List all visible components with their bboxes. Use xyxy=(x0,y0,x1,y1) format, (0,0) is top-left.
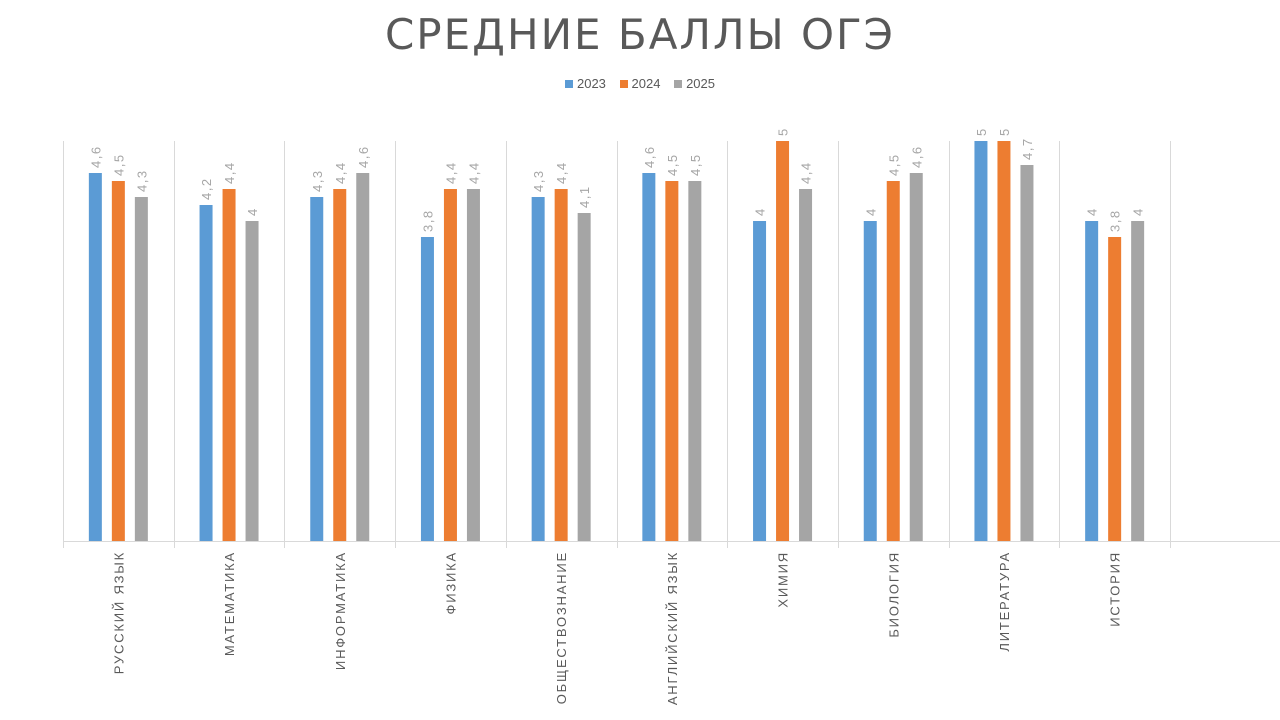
bar-2025 xyxy=(799,189,813,541)
data-label-2025: 4,7 xyxy=(1020,137,1035,160)
bar-2023 xyxy=(974,141,988,541)
data-label-2025: 4,4 xyxy=(466,161,481,184)
category-label: РУССКИЙ ЯЗЫК xyxy=(111,551,126,674)
data-label-2025: 4,5 xyxy=(688,153,703,176)
data-label-2024: 5 xyxy=(776,127,791,136)
legend-item-2024: 2024 xyxy=(619,75,661,92)
data-label-2025: 4 xyxy=(1131,207,1146,216)
category-label: АНГЛИЙСКИЙ ЯЗЫК xyxy=(665,551,680,705)
legend-swatch-2024 xyxy=(619,79,628,88)
data-label-2023: 4 xyxy=(863,207,878,216)
data-label-2023: 4,2 xyxy=(199,177,214,200)
data-label-2025: 4,1 xyxy=(577,185,592,208)
data-label-2025: 4,6 xyxy=(356,145,371,168)
bar-2023 xyxy=(863,221,877,541)
data-label-2024: 3,8 xyxy=(1108,209,1123,232)
bar-2024 xyxy=(222,189,236,541)
data-label-2024: 4,4 xyxy=(222,161,237,184)
bar-2025 xyxy=(1020,165,1034,541)
category-label: ХИМИЯ xyxy=(776,551,791,608)
bar-2023 xyxy=(88,173,102,541)
bar-2025 xyxy=(688,181,702,541)
data-label-2024: 4,4 xyxy=(554,161,569,184)
category-label: ОБЩЕСТВОЗНАНИЕ xyxy=(554,551,569,704)
legend-item-2023: 2023 xyxy=(564,75,606,92)
category-label: ИНФОРМАТИКА xyxy=(333,551,348,670)
bar-2025 xyxy=(1131,221,1145,541)
bar-2023 xyxy=(753,221,767,541)
bar-2023 xyxy=(420,237,434,541)
data-label-2025: 4,4 xyxy=(799,161,814,184)
data-label-2024: 4,4 xyxy=(333,161,348,184)
chart-title: СРЕДНИЕ БАЛЛЫ ОГЭ xyxy=(384,10,895,59)
data-label-2023: 4 xyxy=(1085,207,1100,216)
bar-2023 xyxy=(1085,221,1099,541)
bar-2024 xyxy=(111,181,125,541)
bar-2023 xyxy=(199,205,213,541)
data-label-2023: 5 xyxy=(974,127,989,136)
bar-2025 xyxy=(909,173,923,541)
bar-2023 xyxy=(531,197,545,541)
data-label-2024: 4,5 xyxy=(886,153,901,176)
legend-label-2024: 2024 xyxy=(631,76,661,92)
data-label-2023: 4,3 xyxy=(531,169,546,192)
data-label-2023: 4 xyxy=(753,207,768,216)
data-label-2025: 4,6 xyxy=(909,145,924,168)
bar-2023 xyxy=(642,173,656,541)
data-label-2025: 4 xyxy=(245,207,260,216)
category-label: ЛИТЕРАТУРА xyxy=(997,551,1012,652)
bar-2025 xyxy=(134,197,148,541)
bar-2024 xyxy=(997,141,1011,541)
bar-2025 xyxy=(466,189,480,541)
data-label-2024: 4,5 xyxy=(111,153,126,176)
category-label: ФИЗИКА xyxy=(443,551,458,614)
data-label-2024: 4,4 xyxy=(443,161,458,184)
bar-2024 xyxy=(554,189,568,541)
category-label: БИОЛОГИЯ xyxy=(886,551,901,638)
bar-2024 xyxy=(443,189,457,541)
legend-label-2023: 2023 xyxy=(576,76,606,92)
data-label-2025: 4,3 xyxy=(134,169,149,192)
data-label-2024: 5 xyxy=(997,127,1012,136)
legend-item-2025: 2025 xyxy=(674,75,715,91)
bar-2023 xyxy=(310,197,324,541)
legend-swatch-2025 xyxy=(674,79,683,88)
bar-2024 xyxy=(1108,237,1122,541)
bar-2025 xyxy=(356,173,370,541)
bar-2024 xyxy=(886,181,900,541)
data-label-2023: 4,6 xyxy=(88,145,103,168)
legend-swatch-2023 xyxy=(564,79,573,88)
legend-label-2025: 2025 xyxy=(686,76,715,92)
bar-2024 xyxy=(776,141,790,541)
category-label: ИСТОРИЯ xyxy=(1108,551,1123,627)
bar-2024 xyxy=(665,181,679,541)
legend: 2023 2024 2025 xyxy=(0,75,1280,91)
bar-2024 xyxy=(333,189,347,541)
category-label: МАТЕМАТИКА xyxy=(222,551,237,656)
data-label-2024: 4,5 xyxy=(665,153,680,176)
data-label-2023: 4,3 xyxy=(310,169,325,192)
data-label-2023: 4,6 xyxy=(642,145,657,168)
bar-2025 xyxy=(577,213,591,541)
bar-2025 xyxy=(245,221,259,541)
data-label-2023: 3,8 xyxy=(420,209,435,232)
